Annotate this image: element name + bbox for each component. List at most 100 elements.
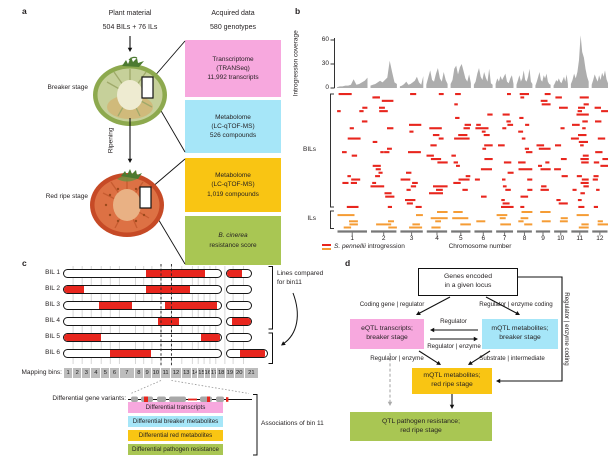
- mapping-bin-8: 8: [135, 368, 143, 378]
- qtl-resistance-line1: QTL pathogen resistance;: [382, 417, 460, 425]
- mapping-bin-21: 21: [244, 368, 258, 378]
- mapping-bin-19: 19: [226, 368, 234, 378]
- introgression-segment: [64, 285, 85, 293]
- introgression-segment: [227, 269, 242, 277]
- coverage-tick-label: 60: [321, 35, 329, 43]
- introgression-segment: [98, 301, 132, 309]
- chromosome-capsule-arm2: [226, 300, 252, 310]
- introgression-segment: [145, 269, 206, 277]
- chromosome-capsule: [63, 316, 222, 326]
- chromosome-label-4: 4: [435, 234, 439, 242]
- introgression-segment: [158, 317, 179, 325]
- transcriptome-box: Transcriptome (TRANSeq) 11,992 transcrip…: [185, 40, 281, 97]
- coding-gene-edge-label: Coding gene | regulator: [359, 301, 425, 308]
- chromosome-capsule: [63, 300, 222, 310]
- bil-row-label: BIL 6: [45, 348, 60, 356]
- coverage-area-series: [337, 35, 608, 88]
- mapping-bin-17: 17: [210, 368, 217, 378]
- genes-locus-box: Genes encoded in a given locus: [418, 268, 518, 296]
- eqtl-line2: breaker stage: [366, 334, 408, 341]
- mapping-bin-13: 13: [181, 368, 191, 378]
- chromosome-label-3: 3: [409, 234, 414, 242]
- legend-il-swatch: [322, 247, 331, 250]
- panel-a-letter: a: [22, 6, 27, 16]
- compare-curved-arrow: [281, 292, 298, 346]
- chromosome-capsule-arm2: [226, 332, 252, 342]
- metabolome-red-line3: 1,019 compounds: [207, 190, 259, 198]
- substrate-intermediate-label: Substrate | intermediate: [479, 355, 545, 362]
- chromosome-capsule: [63, 268, 222, 278]
- mapping-bins-label: Mapping bins:: [21, 369, 62, 376]
- chromosome-capsule-arm2: [226, 268, 252, 278]
- chromosome-label-5: 5: [458, 234, 463, 242]
- chromosome-label-6: 6: [481, 234, 486, 242]
- introgression-segment: [165, 301, 218, 309]
- chromosome-label-11: 11: [576, 234, 584, 242]
- compare-note-line2: for bin11: [277, 279, 302, 286]
- chromosome-label-7: 7: [502, 234, 507, 242]
- il-introgression-heatmap: [337, 211, 608, 229]
- plant-material-subtitle: 504 BILs + 76 ILs: [102, 24, 158, 31]
- mapping-bin-3: 3: [82, 368, 91, 378]
- metabolome-breaker-line3: 526 compounds: [209, 132, 257, 140]
- breaker-stage-label: Breaker stage: [47, 84, 88, 91]
- mapping-bin-20: 20: [234, 368, 244, 378]
- bil-row-label: BIL 4: [45, 316, 60, 324]
- introgression-segment: [145, 285, 190, 293]
- introgression-segment: [231, 317, 251, 325]
- chromosome-capsule: [63, 284, 222, 294]
- mapping-bin-1: 1: [64, 368, 73, 378]
- panel-b-letter: b: [295, 6, 301, 16]
- metabolome-red-line1: Metabolome: [215, 172, 251, 180]
- eqtl-line1: eQTL transcripts;: [361, 325, 413, 333]
- regulator-enzyme-mid-label: Regulator | enzyme: [427, 343, 481, 350]
- coverage-y-axis: [330, 38, 335, 89]
- tomato-septa: [102, 178, 152, 229]
- chromosome-capsule: [63, 348, 222, 358]
- mqtl-breaker-line2: breaker stage: [499, 334, 541, 341]
- plant-material-title: Plant material: [108, 10, 152, 17]
- breaker-tomato-image: [93, 56, 167, 126]
- acquired-data-subtitle: 580 genotypes: [210, 24, 256, 31]
- legend-text: S. pennellii introgression: [334, 243, 444, 252]
- introgression-segment: [64, 333, 101, 341]
- panel-c-letter: c: [22, 258, 27, 268]
- breaker-sample-bracket: [141, 76, 154, 99]
- genes-locus-line1: Genes encoded: [444, 273, 492, 281]
- qtl-resistance-line2: red ripe stage: [400, 426, 442, 434]
- red-ripe-sample-bracket: [139, 186, 152, 209]
- panel-d-letter: d: [345, 258, 351, 268]
- metabolome-red-box: Metabolome (LC-qTOF-MS) 1,019 compounds: [185, 158, 281, 212]
- bin11-zoom-connectors: [130, 380, 250, 394]
- red-ripe-stage-label: Red ripe stage: [45, 193, 88, 200]
- introgression-segment: [109, 349, 152, 357]
- chromosome-label-9: 9: [541, 234, 545, 242]
- metabolome-breaker-line1: Metabolome: [215, 113, 251, 121]
- regulator-enzyme-left-label: Regulator | enzyme: [370, 355, 424, 362]
- mapping-bin-5: 5: [101, 368, 110, 378]
- ripening-label: Ripening: [107, 127, 115, 154]
- mapping-bins-row: 1 2 3 4 5 6 7 8 9 10 11 12 13 14 15 16 17 18 19 20 21: [64, 368, 258, 378]
- bracket-connector-lines: [150, 40, 186, 265]
- mapping-bin-14: 14: [191, 368, 198, 378]
- resistance-box: B. cinerea resistance score: [185, 216, 281, 265]
- bils-label: BILs: [302, 146, 316, 153]
- legend-species: S. pennellii: [334, 243, 366, 250]
- chromosome-capsule-arm2: [226, 284, 252, 294]
- compare-note-line1: Lines compared: [277, 270, 324, 277]
- mqtl-red-line2: red ripe stage: [431, 381, 473, 388]
- eqtl-box: eQTL transcripts; breaker stage: [350, 319, 424, 349]
- bil-row-label: BIL 5: [45, 332, 60, 340]
- acquired-data-title: Acquired data: [211, 10, 255, 17]
- resistance-species: B. cinerea: [218, 232, 248, 240]
- assoc-box-2: Differential breaker metabolites: [128, 416, 223, 427]
- resistance-line2: resistance score: [209, 241, 257, 249]
- gene-variants-label: Differential gene variants:: [52, 395, 126, 402]
- bil-row-label: BIL 3: [45, 300, 60, 308]
- assoc-box-1: Differential transcripts: [128, 402, 223, 413]
- chromosome-capsule-arm2: [226, 348, 268, 358]
- chromosome-capsule: [63, 332, 222, 342]
- coverage-axis-label: Introgression coverage: [292, 30, 300, 97]
